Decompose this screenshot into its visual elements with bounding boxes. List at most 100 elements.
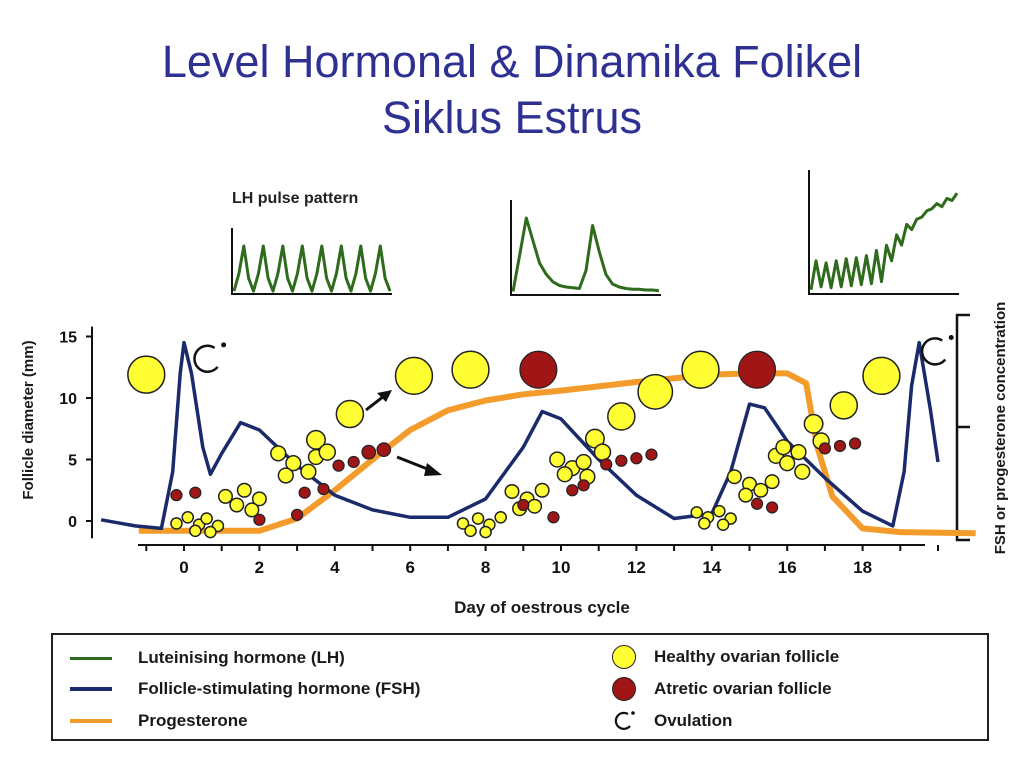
slide-title-line-2: Siklus Estrus <box>381 92 643 143</box>
y-axis-label-right: FSH or progesterone concentration <box>992 302 1009 555</box>
healthy-follicle <box>471 512 485 525</box>
atretic-follicle <box>517 498 530 512</box>
atretic-follicle-icon <box>612 677 636 701</box>
healthy-follicle <box>494 511 507 524</box>
annotation-arrows <box>365 390 442 476</box>
atretic-follicle <box>600 458 613 471</box>
atretic-follicle <box>170 489 183 502</box>
healthy-follicle <box>690 506 704 519</box>
legend-item-fsh: Follicle-stimulating hormone (FSH) <box>70 679 420 699</box>
atretic-follicle <box>547 511 560 524</box>
ovulation-mark <box>920 337 947 366</box>
x-tick-label: 6 <box>405 558 414 577</box>
healthy-follicle <box>229 497 245 513</box>
main-axes: 0 5 10 15 0 2 4 6 8 10 12 14 16 18 <box>59 313 970 577</box>
lh-pulse-line <box>511 216 660 293</box>
atretic-follicle <box>253 513 266 526</box>
healthy-follicle <box>775 439 792 456</box>
healthy-follicle <box>270 445 287 462</box>
lh-pulse-line <box>809 192 959 291</box>
atretic-follicle <box>645 448 658 461</box>
healthy-follicle <box>738 487 754 503</box>
x-tick-label: 14 <box>702 558 721 577</box>
healthy-follicle <box>726 469 742 485</box>
legend-item-healthy: Healthy ovarian follicle <box>612 645 839 669</box>
ovulation-mark <box>193 344 219 373</box>
healthy-follicle <box>527 498 543 514</box>
healthy-follicle <box>170 517 183 530</box>
atretic-follicle <box>189 486 202 499</box>
progesterone-line <box>138 370 976 537</box>
healthy-follicle <box>236 482 252 498</box>
slide-title: Level Hormonal & Dinamika Folikel Siklus… <box>0 34 1024 146</box>
x-axis-label: Day of oestrous cycle <box>454 598 630 617</box>
legend-label-ovulation: Ovulation <box>654 711 733 730</box>
atretic-follicle <box>750 497 764 510</box>
ovulation-icon <box>614 711 635 730</box>
main-plot-marks <box>100 334 976 539</box>
healthy-follicle <box>697 517 711 530</box>
atretic-follicle <box>577 479 590 492</box>
healthy-follicle <box>305 429 326 450</box>
healthy-follicle <box>637 373 674 410</box>
ovulation-dot <box>948 334 954 340</box>
atretic-follicle <box>361 444 377 460</box>
healthy-follicle <box>716 518 730 531</box>
atretic-follicle <box>566 484 579 497</box>
atretic-follicle <box>332 459 345 472</box>
atretic-follicle <box>298 486 311 499</box>
y-axis-label-left: Follicle diameter (mm) <box>20 340 37 499</box>
healthy-follicle <box>764 474 780 490</box>
progesterone-line-swatch <box>70 719 112 723</box>
fsh-line <box>100 340 940 531</box>
x-tick-label: 0 <box>179 558 188 577</box>
atretic-follicle <box>347 455 360 469</box>
arrow-head <box>424 463 442 476</box>
healthy-follicle <box>479 525 492 539</box>
x-tick-label: 18 <box>853 558 872 577</box>
healthy-follicle <box>829 391 859 420</box>
healthy-follicle <box>200 512 213 525</box>
x-tick-label: 12 <box>627 558 646 577</box>
healthy-follicle <box>790 443 807 461</box>
y-tick-label: 0 <box>68 514 77 531</box>
y-tick-label: 5 <box>68 453 77 470</box>
healthy-follicle <box>181 511 195 524</box>
healthy-follicle <box>277 467 294 484</box>
legend-item-lh: Luteinising hormone (LH) <box>70 648 345 668</box>
healthy-follicle <box>681 350 720 389</box>
x-tick-label: 2 <box>255 558 264 577</box>
healthy-follicle <box>335 399 365 429</box>
x-tick-label: 8 <box>481 558 490 577</box>
healthy-follicle <box>753 482 769 498</box>
atretic-follicle <box>848 437 862 450</box>
healthy-follicle <box>803 413 824 434</box>
healthy-follicle <box>456 517 470 530</box>
healthy-follicle <box>607 402 636 431</box>
legend-label-fsh: Follicle-stimulating hormone (FSH) <box>138 679 421 698</box>
healthy-follicle <box>794 463 811 480</box>
healthy-follicle <box>300 463 317 480</box>
arrow-shaft <box>365 394 385 412</box>
x-tick-label: 10 <box>552 558 571 577</box>
atretic-follicle <box>818 442 832 455</box>
healthy-follicle <box>464 524 477 538</box>
healthy-follicle <box>862 356 901 396</box>
atretic-follicle <box>317 482 330 496</box>
healthy-follicle <box>504 483 520 499</box>
y-tick-label: 10 <box>59 391 77 408</box>
arrow-shaft <box>396 455 431 472</box>
healthy-follicle <box>127 355 166 394</box>
healthy-follicle <box>244 502 260 518</box>
legend-label-atretic: Atretic ovarian follicle <box>654 679 832 698</box>
atretic-follicle <box>290 508 304 521</box>
arrow-head <box>377 390 392 402</box>
slide-title-line-1: Level Hormonal & Dinamika Folikel <box>161 36 863 87</box>
y-tick-label: 15 <box>59 330 77 347</box>
healthy-follicle <box>394 356 434 396</box>
healthy-follicle <box>593 443 612 461</box>
atretic-follicle <box>630 452 643 465</box>
healthy-follicle <box>451 350 490 389</box>
healthy-follicle <box>779 455 796 472</box>
healthy-follicle-icon <box>612 645 636 669</box>
